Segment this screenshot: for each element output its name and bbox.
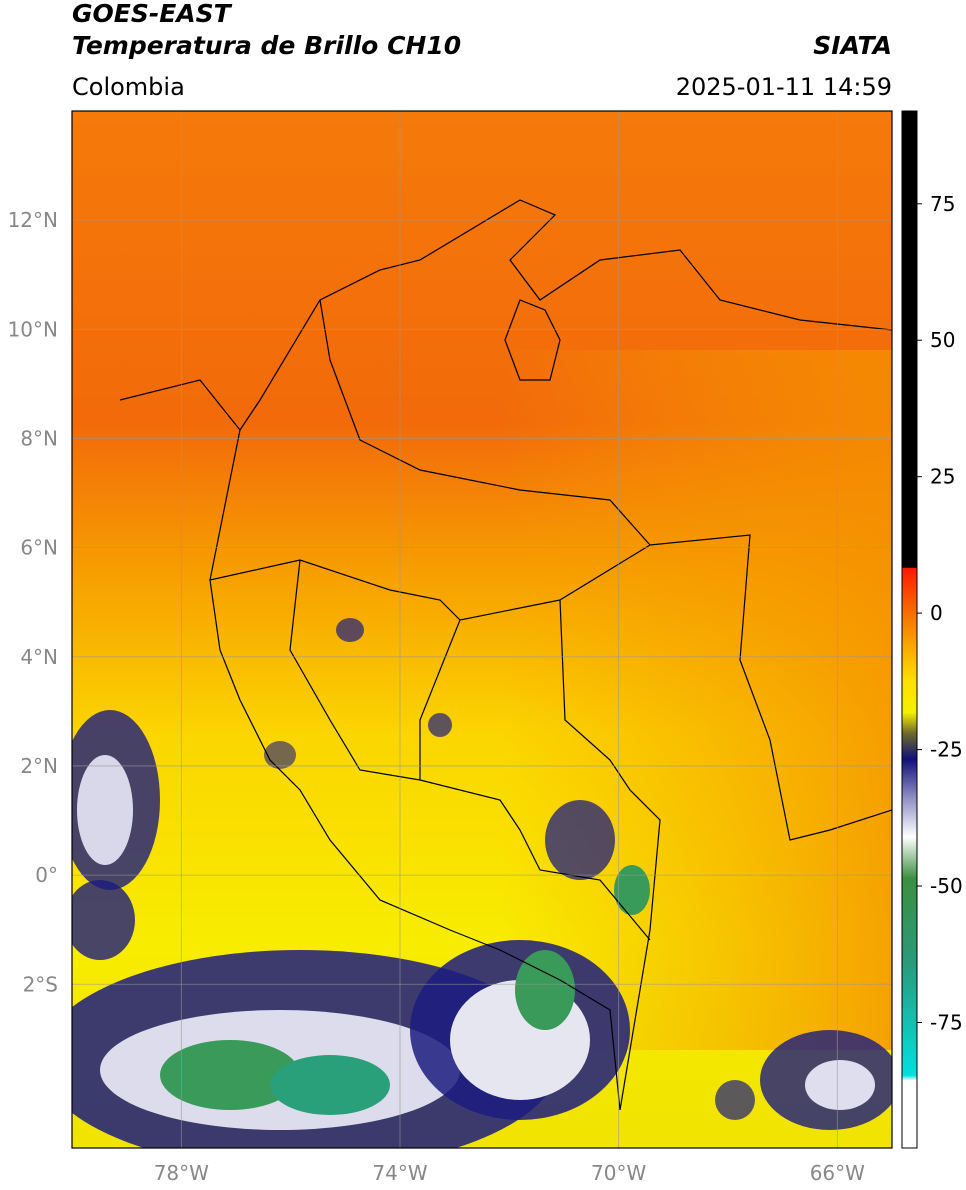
lat-tick-label: 6°N [20,536,58,560]
satellite-image [72,111,892,1148]
lat-tick-label: 2°N [20,754,58,778]
title-line2: Temperatura de Brillo CH10 [72,31,461,60]
colorbar-tick-label: -75 [930,1010,963,1034]
lat-tick-label: 2°S [23,972,58,996]
lat-tick-label: 12°N [8,208,58,232]
lat-tick-label: 8°N [20,426,58,450]
source: SIATA [813,31,892,60]
colorbar-tick-label: -50 [930,874,963,898]
title-line1: GOES-EAST [72,0,233,28]
timestamp: 2025-01-11 14:59 [676,73,892,101]
subtitle: Colombia [72,73,185,101]
colorbar-tick-label: 25 [930,465,955,489]
lon-tick-label: 66°W [810,1161,865,1185]
lon-tick-label: 70°W [591,1161,646,1185]
graticule [72,111,892,1148]
colorbar-tick-label: 75 [930,192,955,216]
lat-tick-label: 0° [35,863,58,887]
lon-tick-label: 74°W [372,1161,427,1185]
colorbar-tick-label: 0 [930,601,943,625]
colorbar-tick-label: 50 [930,328,955,352]
lat-tick-label: 4°N [20,645,58,669]
lat-tick-label: 10°N [8,317,58,341]
colorbar [901,110,918,1149]
colorbar-tick-label: -25 [930,738,963,762]
map-frame [71,110,893,1149]
lon-tick-label: 78°W [154,1161,209,1185]
